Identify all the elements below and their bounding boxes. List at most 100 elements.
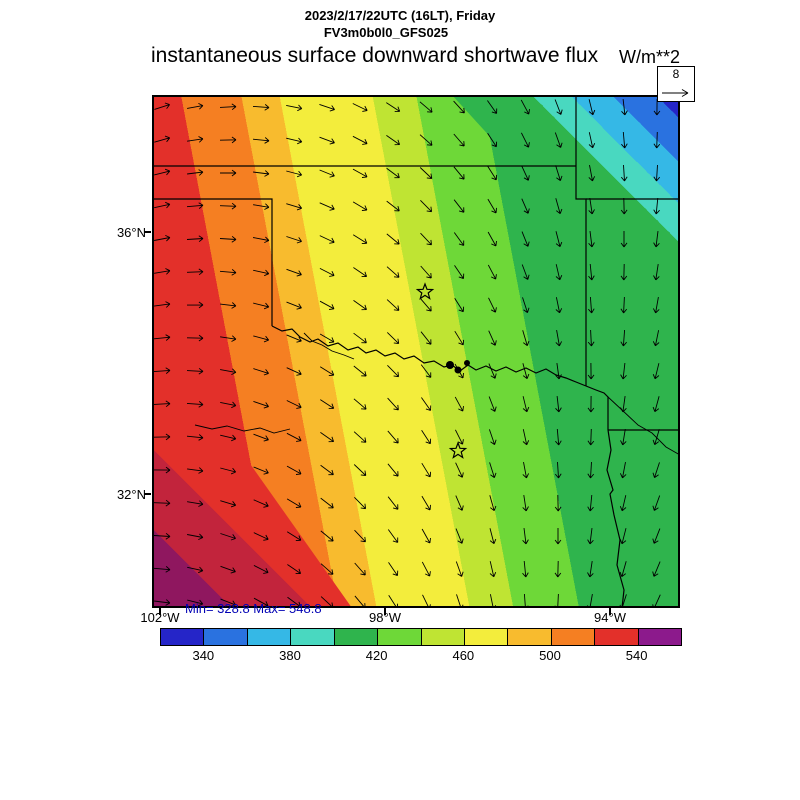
colorbar-segment [161, 629, 205, 645]
wind-arrow [488, 330, 497, 346]
wind-arrow [621, 131, 628, 149]
texas-arkansas-border [585, 385, 609, 430]
lake-texoma [446, 361, 454, 369]
wind-arrow [652, 363, 660, 380]
wind-arrow [587, 329, 595, 347]
colorbar-segment [551, 629, 596, 645]
wind-arrow [154, 301, 171, 308]
wind-arrow [453, 199, 465, 213]
wind-arrow [286, 301, 302, 310]
wind-arrow [522, 330, 530, 347]
wind-arrow [386, 332, 400, 345]
wind-arrow [554, 528, 562, 545]
colorbar-segment [247, 629, 292, 645]
wind-arrow [286, 531, 302, 542]
wind-arrow [652, 396, 660, 413]
wind-arrow [387, 364, 400, 378]
wind-arrow [186, 367, 204, 375]
wind-arrow [619, 462, 627, 479]
wind-arrow [555, 198, 563, 215]
map-canvas [152, 95, 681, 611]
wind-arrow [319, 235, 335, 244]
wind-arrow [520, 99, 530, 115]
wind-arrow [153, 334, 171, 341]
wind-arrow [620, 429, 627, 446]
wind-arrow [153, 566, 171, 573]
wind-arrow [286, 432, 302, 442]
wind-arrow [220, 434, 237, 442]
wind-arrow [587, 528, 594, 545]
wind-arrow [554, 99, 563, 115]
wind-arrow [653, 164, 661, 182]
wind-arrow [520, 132, 530, 148]
wind-arrow [620, 164, 628, 182]
wind-arrow [454, 363, 464, 379]
wind-arrow [220, 169, 237, 177]
wind-arrow [386, 299, 400, 311]
wind-arrow [652, 495, 661, 511]
wind-arrow [186, 434, 204, 441]
wind-arrow [453, 166, 465, 180]
wind-arrow [286, 465, 302, 475]
wind-arrow [286, 367, 302, 376]
wind-arrow [286, 334, 302, 343]
wind-arrow [489, 462, 497, 478]
wind-arrow [620, 396, 627, 413]
wind-arrow [220, 565, 236, 574]
wind-arrow [320, 563, 334, 575]
wind-arrow [554, 132, 563, 148]
wind-arrow [653, 197, 660, 215]
colorbar-segment [508, 629, 552, 645]
wind-arrow [555, 264, 563, 281]
wind-arrow [253, 368, 269, 376]
wind-arrow [219, 269, 237, 276]
colorbar-tick-label: 500 [539, 648, 561, 663]
colorbar-segment [204, 629, 248, 645]
wind-arrow [319, 103, 335, 112]
wind-arrow [252, 104, 270, 111]
datetime-title: 2023/2/17/22UTC (16LT), Friday [304, 8, 496, 23]
colorbar-segment [464, 629, 509, 645]
wind-arrow [420, 331, 432, 345]
wind-arrow [587, 561, 594, 578]
wind-arrow [488, 297, 497, 313]
wind-vector-layer [153, 98, 661, 611]
wind-arrow [220, 533, 236, 541]
wind-arrow [522, 297, 530, 313]
wind-arrow [554, 560, 562, 578]
reference-arrow-icon [662, 89, 689, 97]
colorbar-segment [334, 629, 379, 645]
wind-arrow [652, 297, 660, 314]
wind-arrow [154, 268, 171, 275]
wind-arrow [588, 231, 595, 248]
wind-arrow [488, 363, 497, 379]
wind-arrow [220, 368, 237, 376]
wind-arrow [620, 197, 628, 215]
colorbar-tick-label: 540 [625, 648, 648, 663]
lon-label-94w: 94°W [594, 610, 626, 625]
wind-arrow [421, 430, 432, 445]
wind-arrow [219, 103, 237, 111]
wind-arrow [320, 399, 335, 410]
wind-arrow [387, 430, 399, 444]
lat-tick-32n [144, 493, 151, 495]
wind-arrow [522, 429, 530, 446]
wind-arrow [588, 165, 596, 182]
page-title: instantaneous surface downward shortwave… [151, 44, 599, 67]
wind-arrow [555, 330, 563, 347]
wind-arrow [286, 236, 302, 244]
wind-arrow [453, 232, 465, 246]
lat-label-32n: 32°N [116, 487, 146, 502]
wind-arrow [421, 462, 432, 478]
prairie-dog-fork-river [194, 424, 291, 434]
wind-arrow [187, 169, 204, 176]
model-title: FV3m0b0l0_GFS025 [323, 25, 449, 40]
wind-arrow [187, 566, 204, 574]
lon-tick-102w [159, 608, 161, 615]
wind-arrow [521, 165, 530, 181]
wind-arrow [521, 198, 530, 214]
wind-arrow [353, 464, 367, 476]
flux-field-northeast [452, 95, 680, 345]
wind-arrow [353, 300, 367, 311]
colorbar-tick-label: 380 [279, 648, 301, 663]
